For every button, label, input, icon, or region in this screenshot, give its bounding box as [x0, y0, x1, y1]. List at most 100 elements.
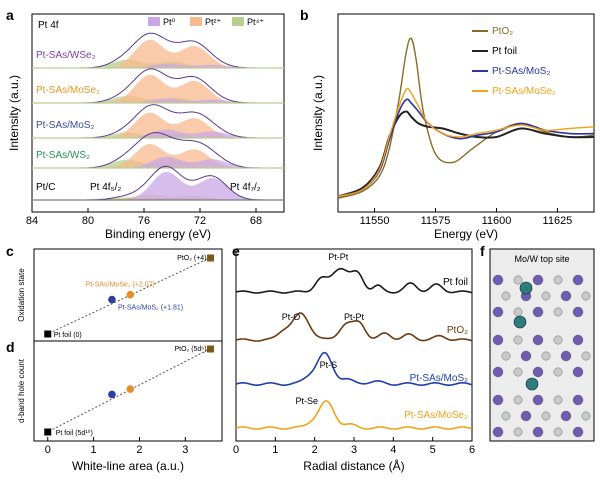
- e-xtick-label-1: 1: [272, 444, 278, 456]
- c-plot-point-1: [108, 295, 116, 304]
- legend-label-pt0: Pt⁰: [163, 17, 176, 27]
- xanes-series-3: [337, 87, 595, 198]
- panel-e-xlabel: Radial distance (Å): [303, 458, 404, 473]
- panel-a-ylabel: Intensity (a.u.): [7, 75, 21, 151]
- panel-d-xlabel: White-line area (a.u.): [72, 459, 184, 473]
- b-legend-label-3: Pt-SAs/MoSe₂: [492, 86, 556, 97]
- atom-43: [553, 427, 563, 437]
- panel-f: f Mo/W top site: [480, 243, 595, 442]
- atom-34: [572, 394, 584, 406]
- atom-11: [513, 307, 523, 317]
- legend-label-pt4: Pt⁴⁺: [247, 17, 264, 27]
- xps-component-pt0-3: [32, 156, 284, 168]
- atom-28: [553, 367, 563, 377]
- xps-component-pt2-0: [32, 39, 284, 68]
- atom-7: [541, 291, 551, 301]
- atom-19: [572, 334, 584, 346]
- panel-d-frame: [33, 340, 223, 442]
- d-xtick-label-1: 1: [91, 444, 97, 456]
- d-xtick-label-0: 0: [45, 444, 51, 456]
- xps-series-label-1: Pt-SAs/MoSe₂: [36, 85, 100, 96]
- atom-32: [532, 394, 544, 406]
- atom-1: [513, 275, 523, 285]
- exafs-series-1: [235, 312, 473, 342]
- atom-23: [560, 350, 572, 362]
- exafs-peak-label-3-0: Pt-Se: [296, 396, 319, 406]
- atom-9: [581, 291, 591, 301]
- atom-44: [572, 426, 584, 438]
- d-plot-fit-line: [45, 346, 214, 434]
- atom-10: [492, 306, 504, 318]
- panel-d-ylabel: d-band hole count: [17, 358, 26, 423]
- b-xtick-label-2: 11600: [482, 215, 512, 227]
- panel-d: d Pt foil (5d¹⁰) PtO₂ (5d⁶) 0 1 2 3 White-li…: [6, 339, 223, 473]
- peak-label-5-2: Pt 4f₅/₂: [90, 182, 121, 193]
- peak-label-7-2: Pt 4f₇/₂: [230, 182, 261, 193]
- panel-d-plot: Pt foil (5d¹⁰) PtO₂ (5d⁶): [44, 345, 215, 437]
- d-xtick-label-3: 3: [182, 444, 188, 456]
- atom-18: [553, 335, 563, 345]
- b-xtick-label-3: 11625: [543, 215, 573, 227]
- panel-d-letter: d: [6, 339, 15, 355]
- exafs-series-3: [235, 400, 473, 430]
- d-xtick-label-2: 2: [136, 444, 142, 456]
- atom-31: [513, 395, 523, 405]
- panel-a-frame: [31, 13, 285, 213]
- b-legend-label-0: PtO₂: [492, 26, 513, 37]
- b-legend-label-2: Pt-SAs/MoS₂: [492, 66, 550, 77]
- panel-a: a Pt 4f Pt⁰ Pt²⁺ Pt⁴⁺ Pt-SAs/WSe₂Pt-SAs/…: [6, 7, 285, 241]
- panel-d-x-ticks: 0 1 2 3: [45, 437, 188, 456]
- panel-c-letter: c: [6, 243, 14, 259]
- panel-f-letter: f: [480, 243, 485, 259]
- atom-33: [553, 395, 563, 405]
- b-xtick-label-0: 11550: [360, 215, 390, 227]
- panel-b-letter: b: [300, 7, 309, 23]
- panel-b-xlabel: Energy (eV): [434, 227, 498, 241]
- e-xtick-label-6: 6: [469, 444, 475, 456]
- b-legend-label-1: Pt foil: [492, 46, 517, 57]
- atom-35: [501, 411, 511, 421]
- exafs-peak-label-2-0: Pt-S: [320, 360, 338, 370]
- panel-b-plot: [337, 37, 595, 199]
- xps-component-pt0-1: [32, 98, 284, 103]
- pt-atom-0: [519, 281, 533, 295]
- atomic-model: [492, 274, 591, 438]
- exafs-series-label-1: PtO₂: [447, 325, 468, 336]
- atom-27: [532, 366, 544, 378]
- atom-42: [532, 426, 544, 438]
- d-plot-point-label-0: Pt foil (5d¹⁰): [56, 429, 93, 437]
- panel-b-ylabel: Intensity (a.u.): [311, 75, 325, 151]
- c-plot-point-3: [207, 254, 215, 262]
- atom-40: [492, 426, 504, 438]
- xps-component-pt0-4: [32, 171, 284, 200]
- xps-series-label-4: Pt/C: [36, 182, 55, 193]
- a-xtick-label-1: 80: [82, 215, 94, 227]
- panel-b: b PtO₂ Pt foil Pt-SAs/MoS₂ Pt-SAs/MoSe₂ 115…: [300, 7, 595, 241]
- atom-20: [501, 351, 511, 361]
- a-xtick-label-2: 76: [138, 215, 150, 227]
- exafs-series-label-3: Pt-SAs/MoSe₂: [404, 410, 468, 421]
- e-xtick-label-2: 2: [312, 444, 318, 456]
- panel-b-legend: PtO₂ Pt foil Pt-SAs/MoS₂ Pt-SAs/MoSe₂: [472, 26, 556, 97]
- atom-17: [532, 334, 544, 346]
- panel-a-plot: Pt-SAs/WSe₂ Pt-SAs/MoSe₂ Pt-SAs/MoS₂ Pt-SAs…: [32, 32, 284, 201]
- panel-f-title: Mo/W top site: [514, 254, 569, 264]
- atom-37: [541, 411, 551, 421]
- atom-36: [520, 410, 532, 422]
- d-plot-point-0: [44, 428, 52, 436]
- xps-component-pt2-2: [32, 112, 284, 138]
- a-xtick-label-0: 84: [26, 215, 38, 227]
- atom-2: [532, 274, 544, 286]
- exafs-peak-label-0-0: Pt-Pt: [328, 252, 349, 262]
- atom-39: [581, 411, 591, 421]
- exafs-series-0: [235, 267, 473, 294]
- panel-e-x-ticks: 0 1 2 3 4 5 6: [233, 437, 475, 456]
- e-xtick-label-5: 5: [430, 444, 436, 456]
- c-plot-point-label-2: Pt-SAs/MoSe₂ (+2.07): [86, 282, 155, 289]
- legend-swatch-pt2: [190, 17, 202, 26]
- atom-38: [560, 410, 572, 422]
- c-plot-point-label-0: Pt foil (0): [54, 332, 82, 339]
- atom-21: [520, 350, 532, 362]
- e-xtick-label-4: 4: [390, 444, 396, 456]
